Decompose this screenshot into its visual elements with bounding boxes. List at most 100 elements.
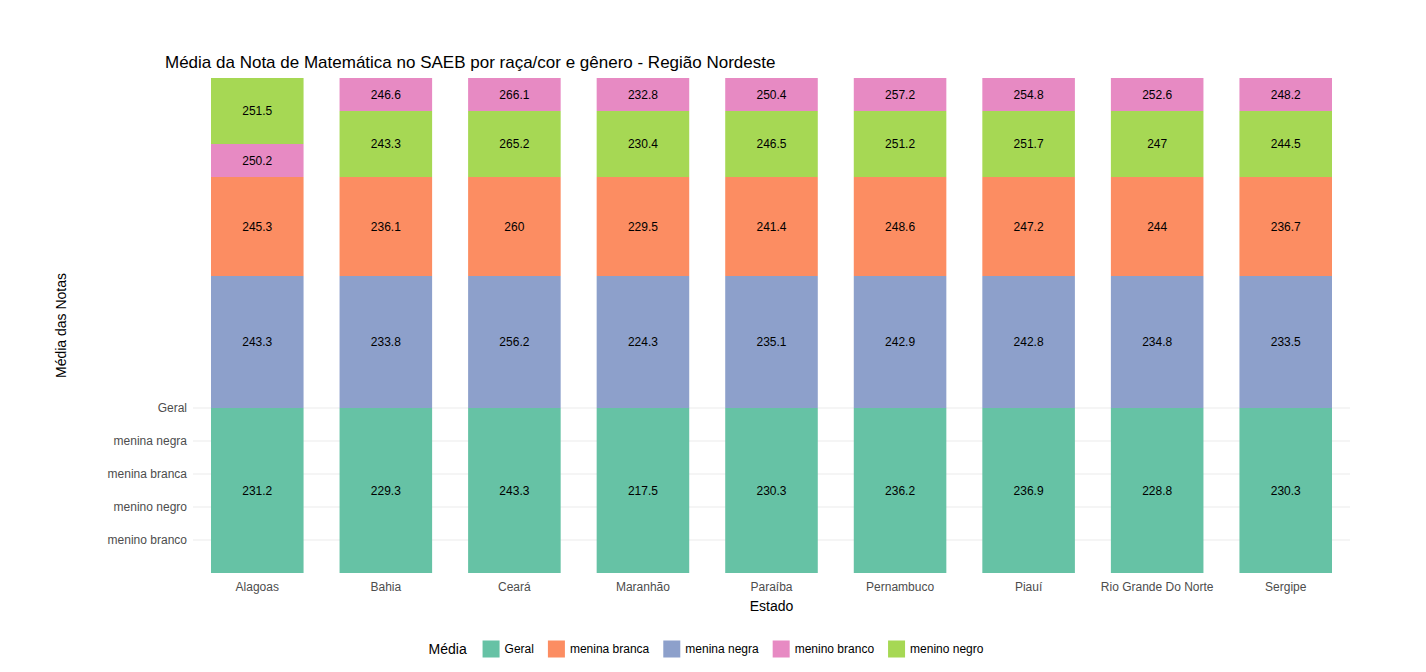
data-label: 230.3 (1271, 484, 1301, 498)
data-label: 243.3 (371, 137, 401, 151)
bar-segment (1111, 276, 1204, 408)
bar-segment (854, 78, 947, 111)
legend-label: Geral (505, 642, 534, 656)
y-tick-label: menina negra (114, 434, 188, 448)
data-label: 236.1 (371, 220, 401, 234)
bars (211, 78, 1332, 573)
data-label: 242.8 (1014, 335, 1044, 349)
bar-segment (597, 408, 690, 573)
data-label: 244.5 (1271, 137, 1301, 151)
bar-segment (725, 276, 818, 408)
data-label: 251.7 (1014, 137, 1044, 151)
data-label: 245.3 (242, 220, 272, 234)
bar-segment (854, 177, 947, 276)
data-label: 236.7 (1271, 220, 1301, 234)
legend: MédiaGeralmenina brancamenina negramenin… (429, 641, 984, 658)
x-tick-label: Paraíba (750, 580, 792, 594)
x-tick-label: Alagoas (236, 580, 279, 594)
bar-segment (211, 276, 304, 408)
bar-segment (982, 78, 1075, 111)
bar-segment (725, 111, 818, 177)
x-tick-label: Pernambuco (866, 580, 934, 594)
bar-segment (725, 408, 818, 573)
data-label: 250.2 (242, 154, 272, 168)
bar-segment (468, 78, 561, 111)
title: Média da Nota de Matemática no SAEB por … (165, 53, 775, 72)
legend-swatch (483, 641, 500, 658)
bar-segment (468, 408, 561, 573)
data-label: 234.8 (1142, 335, 1172, 349)
data-label: 257.2 (885, 88, 915, 102)
data-label: 243.3 (499, 484, 529, 498)
data-label: 230.4 (628, 137, 658, 151)
legend-swatch (663, 641, 680, 658)
bar-segment (340, 276, 433, 408)
x-tick-label: Maranhão (616, 580, 670, 594)
legend-title: Média (429, 641, 467, 657)
bar-segment (1239, 276, 1332, 408)
bar-segment (854, 408, 947, 573)
data-label: 260 (504, 220, 524, 234)
bar-segment (1111, 408, 1204, 573)
x-axis-title: Estado (750, 598, 794, 614)
data-label: 248.6 (885, 220, 915, 234)
x-tick-label: Bahia (370, 580, 401, 594)
bar-segment (211, 177, 304, 276)
data-label: 217.5 (628, 484, 658, 498)
bar-segment (468, 177, 561, 276)
bar-segment (1239, 177, 1332, 276)
bar-segment (340, 408, 433, 573)
bar-segment (468, 276, 561, 408)
bar-segment (1239, 78, 1332, 111)
bar-segment (597, 111, 690, 177)
bar-segment (1111, 78, 1204, 111)
data-label: 224.3 (628, 335, 658, 349)
bar-segment (1239, 408, 1332, 573)
bar-segment (211, 144, 304, 177)
data-label: 228.8 (1142, 484, 1172, 498)
y-tick-label: Geral (158, 401, 187, 415)
data-label: 251.2 (885, 137, 915, 151)
bar-segment (1239, 111, 1332, 177)
data-label: 243.3 (242, 335, 272, 349)
data-label: 232.8 (628, 88, 658, 102)
data-label: 256.2 (499, 335, 529, 349)
y-tick-label: menino branco (108, 533, 188, 547)
bar-segment (1111, 177, 1204, 276)
data-label: 235.1 (756, 335, 786, 349)
legend-swatch (888, 641, 905, 658)
data-label: 244 (1147, 220, 1167, 234)
data-label: 236.9 (1014, 484, 1044, 498)
data-label: 230.3 (756, 484, 786, 498)
x-tick-label: Sergipe (1265, 580, 1307, 594)
bar-segment (982, 276, 1075, 408)
data-labels: 231.2243.3245.3250.2251.5229.3233.8236.1… (242, 88, 1301, 498)
bar-segment (211, 408, 304, 573)
x-tick-label: Piauí (1015, 580, 1043, 594)
bar-segment (982, 408, 1075, 573)
legend-swatch (548, 641, 565, 658)
bar-segment (854, 276, 947, 408)
bar-segment (597, 177, 690, 276)
data-label: 233.5 (1271, 335, 1301, 349)
data-label: 241.4 (756, 220, 786, 234)
data-label: 229.5 (628, 220, 658, 234)
chart: Média da Nota de Matemática no SAEB por … (0, 0, 1426, 672)
y-tick-label: menino negro (114, 500, 188, 514)
data-label: 242.9 (885, 335, 915, 349)
data-label: 247.2 (1014, 220, 1044, 234)
legend-label: menina branca (570, 642, 650, 656)
bar-segment (597, 276, 690, 408)
bar-segment (982, 177, 1075, 276)
y-tick-label: menina branca (108, 467, 188, 481)
data-label: 252.6 (1142, 88, 1172, 102)
data-label: 231.2 (242, 484, 272, 498)
bar-segment (597, 78, 690, 111)
data-label: 229.3 (371, 484, 401, 498)
bar-segment (982, 111, 1075, 177)
bar-segment (725, 177, 818, 276)
data-label: 233.8 (371, 335, 401, 349)
legend-label: menino branco (795, 642, 875, 656)
data-label: 236.2 (885, 484, 915, 498)
data-label: 266.1 (499, 88, 529, 102)
